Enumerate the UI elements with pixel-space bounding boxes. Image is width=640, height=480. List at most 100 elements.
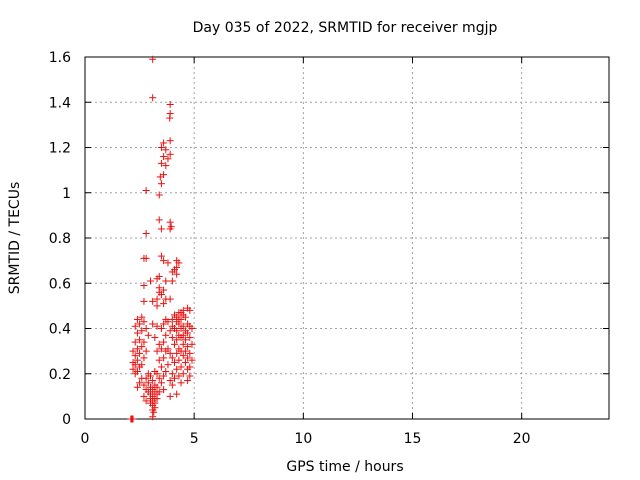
data-point (162, 162, 170, 170)
data-point (184, 365, 192, 373)
x-tick-label: 10 (294, 431, 312, 447)
data-point (173, 349, 181, 357)
x-tick-label: 0 (81, 431, 90, 447)
x-tick-label: 15 (404, 431, 422, 447)
data-point (164, 361, 172, 369)
data-point (173, 327, 181, 335)
data-point (157, 325, 165, 332)
data-point (153, 322, 161, 330)
data-point (186, 334, 194, 342)
data-point (162, 367, 170, 375)
y-axis-tick-labels: 0 0.2 0.4 0.6 0.8 1 1.2 1.4 1.6 (49, 50, 71, 428)
data-point (149, 297, 157, 305)
data-point (155, 340, 163, 348)
data-point (140, 381, 148, 389)
data-point (133, 329, 141, 337)
data-point (175, 259, 183, 267)
data-point (155, 374, 163, 382)
data-point (155, 216, 163, 224)
data-point (142, 229, 150, 237)
data-point (136, 379, 144, 387)
data-point (149, 94, 157, 102)
data-point (166, 218, 174, 226)
data-point (173, 365, 181, 373)
data-point (136, 320, 144, 328)
data-point (144, 331, 152, 339)
data-point (149, 55, 157, 63)
data-point (166, 327, 174, 335)
data-point (184, 343, 192, 351)
data-point (184, 354, 192, 362)
data-point (133, 383, 141, 391)
data-point (160, 139, 168, 147)
data-point (175, 372, 183, 380)
y-axis-label: SRMTID / TECUs (7, 182, 23, 295)
data-point (168, 334, 176, 342)
data-point (157, 379, 165, 387)
data-point (162, 277, 170, 285)
data-point (140, 338, 148, 346)
data-point (138, 313, 146, 321)
data-point (166, 150, 174, 158)
data-point (133, 345, 141, 353)
data-point (184, 329, 192, 337)
data-point (153, 370, 161, 378)
data-point (177, 347, 185, 355)
data-point (168, 370, 176, 378)
data-point (131, 370, 139, 378)
data-point (155, 356, 163, 364)
data-point (149, 377, 157, 385)
data-point (160, 386, 168, 394)
y-tick-label: 1.4 (49, 95, 71, 111)
data-point (129, 365, 137, 373)
y-tick-label: 0.2 (49, 367, 71, 383)
data-point (131, 322, 139, 330)
data-point (142, 325, 150, 332)
data-point (181, 336, 189, 344)
data-point (160, 320, 168, 328)
data-point (186, 372, 194, 380)
data-point (160, 354, 168, 362)
data-point (153, 302, 161, 310)
data-point (129, 415, 137, 423)
data-point (175, 320, 183, 328)
data-point (177, 363, 185, 371)
data-point (177, 325, 185, 332)
data-point (138, 327, 146, 335)
data-point (171, 358, 179, 366)
data-point (129, 347, 137, 355)
data-point (175, 356, 183, 364)
data-point (157, 252, 165, 260)
data-point (142, 347, 150, 355)
data-point (162, 347, 170, 355)
data-point (164, 155, 172, 163)
data-point (162, 295, 170, 303)
data-point (160, 286, 168, 294)
data-point (173, 390, 181, 398)
data-point (136, 336, 144, 344)
data-point (160, 300, 168, 308)
data-point (131, 352, 139, 360)
axis-ticks (84, 56, 609, 420)
data-point (140, 297, 148, 305)
data-points (127, 55, 196, 423)
data-point (156, 173, 164, 181)
grid-lines (85, 57, 609, 419)
data-point (186, 349, 194, 357)
data-point (160, 338, 168, 346)
y-tick-label: 0.6 (49, 276, 71, 292)
data-point (171, 340, 179, 348)
data-point (166, 114, 174, 122)
data-point (140, 392, 148, 400)
data-point (149, 413, 157, 421)
data-point (157, 363, 165, 371)
data-point (153, 295, 161, 303)
data-point (131, 338, 139, 346)
data-point (160, 153, 168, 161)
data-point (147, 372, 154, 380)
data-point (155, 191, 163, 199)
data-point (179, 370, 187, 378)
data-point (177, 379, 185, 387)
data-point (160, 372, 168, 380)
